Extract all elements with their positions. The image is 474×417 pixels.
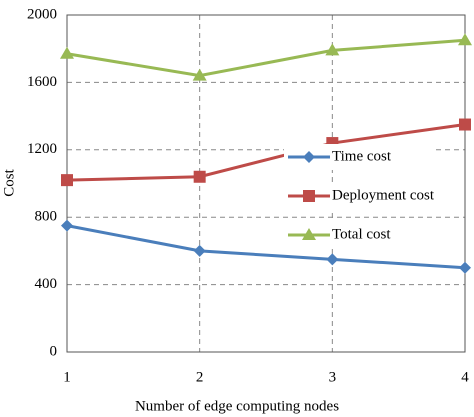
x-tick-label: 3 bbox=[329, 369, 337, 385]
data-point bbox=[325, 43, 340, 56]
y-tick-label: 1600 bbox=[27, 74, 57, 90]
data-point bbox=[193, 244, 206, 257]
x-axis-label: Number of edge computing nodes bbox=[135, 398, 339, 414]
series-line bbox=[66, 38, 466, 78]
data-point bbox=[192, 68, 207, 81]
legend-marker bbox=[303, 151, 315, 163]
y-tick-label: 800 bbox=[35, 209, 58, 225]
x-tick-label: 4 bbox=[461, 369, 469, 385]
data-point bbox=[459, 261, 471, 274]
legend-marker bbox=[302, 228, 316, 240]
legend-label: Time cost bbox=[332, 148, 392, 164]
data-point bbox=[193, 170, 206, 183]
legend-label: Total cost bbox=[332, 226, 391, 242]
data-point bbox=[326, 253, 339, 266]
data-point bbox=[61, 174, 73, 187]
legend-label: Deployment cost bbox=[332, 187, 435, 203]
y-tick-label: 2000 bbox=[27, 6, 57, 22]
data-point bbox=[60, 46, 74, 59]
y-tick-label: 0 bbox=[50, 343, 58, 359]
series-line bbox=[66, 224, 466, 270]
y-tick-label: 400 bbox=[35, 276, 58, 292]
y-tick-label: 1200 bbox=[27, 141, 57, 157]
y-axis-label: Cost bbox=[1, 168, 17, 196]
data-point bbox=[61, 219, 73, 232]
x-tick-label: 2 bbox=[196, 369, 204, 385]
series-line bbox=[66, 123, 466, 182]
x-tick-label: 1 bbox=[63, 369, 71, 385]
data-point bbox=[458, 33, 472, 46]
legend-marker bbox=[303, 190, 315, 202]
data-point bbox=[459, 118, 471, 131]
